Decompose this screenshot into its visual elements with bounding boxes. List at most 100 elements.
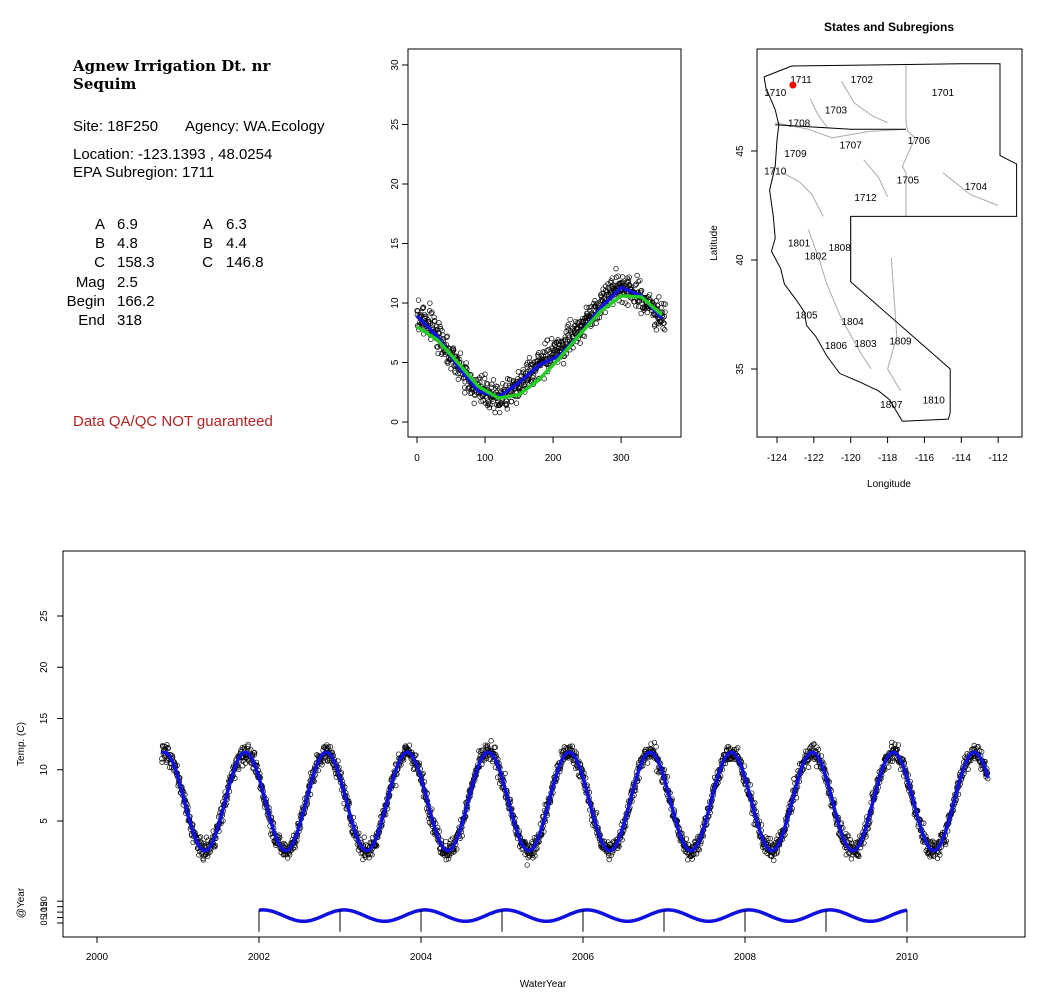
site-title-line2: Sequim [73, 75, 137, 93]
timeseries-xlabel: WaterYear [520, 979, 567, 990]
param-label: Begin [66, 292, 105, 310]
seasonal-point [450, 345, 457, 351]
seasonal-point [436, 320, 442, 326]
seasonal-y-tick-label: 30 [390, 59, 401, 71]
seasonal-point [444, 334, 450, 340]
timeseries-y-tick-label: 15 [39, 713, 50, 725]
seasonal-point [560, 361, 567, 367]
seasonal-point [434, 326, 440, 333]
seasonal-x-tick-label: 100 [477, 453, 494, 464]
map-region-label: 1807 [880, 400, 903, 411]
map-region-label: 1703 [825, 106, 848, 117]
seasonal-point [662, 301, 668, 307]
seasonal-point [472, 392, 478, 398]
seasonal-point [650, 312, 656, 319]
timeseries-y2-tick-label: 5 [39, 915, 49, 920]
map-region-label: 1708 [788, 119, 811, 130]
timeseries-y-tick-label: 20 [39, 661, 50, 673]
map-region-label: 1702 [851, 75, 874, 86]
map-region-label: 1701 [932, 88, 955, 99]
seasonal-point [635, 278, 641, 285]
param-label: C [202, 254, 213, 272]
seasonal-point [638, 310, 644, 317]
timeseries-point [934, 855, 941, 862]
seasonal-point [523, 381, 529, 388]
map-region-label: 1704 [965, 182, 988, 193]
seasonal-point [431, 314, 437, 320]
seasonal-point [482, 371, 488, 377]
seasonal-y-tick-label: 25 [390, 119, 401, 131]
seasonal-point [653, 327, 660, 333]
seasonal-point [544, 348, 550, 354]
seasonal-point [637, 277, 643, 284]
map-region-label: 1706 [908, 136, 931, 147]
seasonal-point [605, 281, 611, 287]
seasonal-point [562, 334, 568, 340]
map-region-label: 1802 [805, 252, 828, 263]
seasonal-lines [415, 285, 664, 401]
seasonal-point [452, 369, 458, 376]
seasonal-point [485, 381, 491, 387]
map-region-label: 1707 [840, 141, 863, 152]
map-x-tick-label: -112 [989, 453, 1009, 464]
timeseries-point [653, 744, 659, 750]
seasonal-point [427, 300, 433, 306]
seasonal-point [489, 381, 495, 387]
timeseries-point [197, 834, 204, 840]
seasonal-point [515, 376, 521, 382]
map-title: States and Subregions [824, 20, 954, 34]
seasonal-point [586, 304, 592, 311]
site-id: Site: 18F250 [73, 118, 159, 135]
param-value: 4.4 [226, 235, 247, 253]
map-y-tick-label: 35 [735, 363, 746, 375]
seasonal-point [633, 303, 639, 309]
timeseries-y2-tick-label: 0 [39, 920, 49, 925]
map-y-tick-label: 40 [735, 254, 746, 266]
seasonal-point [535, 353, 541, 359]
timeseries-x-tick-label: 2010 [896, 952, 919, 963]
seasonal-y-tick-label: 5 [390, 359, 401, 365]
seasonal-point [493, 383, 499, 389]
map-y-tick-label: 45 [735, 145, 746, 157]
map-region-label: 1805 [795, 311, 818, 322]
site-title: Agnew Irrigation Dt. nr Sequim [73, 57, 270, 93]
map-region-label: 1710 [764, 167, 787, 178]
timeseries-point [644, 760, 651, 766]
map-x-tick-label: -122 [804, 453, 824, 464]
seasonal-point [479, 372, 485, 379]
map-x-tick-label: -114 [952, 453, 972, 464]
seasonal-point [457, 350, 464, 356]
seasonal-point [644, 309, 650, 316]
param-value: 318 [117, 312, 143, 329]
param-value: 158.3 [117, 254, 155, 272]
seasonal-point [573, 326, 580, 332]
timeseries-x-tick-label: 2006 [572, 952, 595, 963]
map-coastline [763, 76, 903, 422]
seasonal-point [550, 347, 556, 353]
timeseries-point [159, 759, 165, 765]
seasonal-point [662, 309, 668, 315]
seasonal-point [462, 390, 468, 396]
map-x-tick-label: -118 [878, 453, 898, 464]
map-subregion-boundary [841, 80, 888, 124]
seasonal-point [625, 277, 632, 283]
timeseries-y-tick-label: 5 [39, 818, 50, 824]
timeseries-point [848, 856, 855, 862]
seasonal-point [581, 333, 588, 339]
seasonal-point [418, 312, 424, 318]
seasonal-green-fit-line [416, 294, 664, 401]
seasonal-point [570, 345, 576, 351]
seasonal-point [437, 323, 443, 330]
seasonal-point [620, 279, 626, 285]
site-title-line1: Agnew Irrigation Dt. nr [73, 57, 271, 75]
seasonal-blue-fit-line [415, 285, 664, 399]
timeseries-y2-tick-label: 10 [39, 907, 49, 917]
seasonal-point [471, 400, 477, 406]
seasonal-y-tick-label: 10 [390, 297, 401, 309]
seasonal-point [661, 320, 667, 326]
seasonal-point [625, 279, 631, 285]
seasonal-point [497, 409, 503, 416]
seasonal-x-tick-label: 200 [545, 453, 562, 464]
seasonal-point [609, 275, 615, 281]
